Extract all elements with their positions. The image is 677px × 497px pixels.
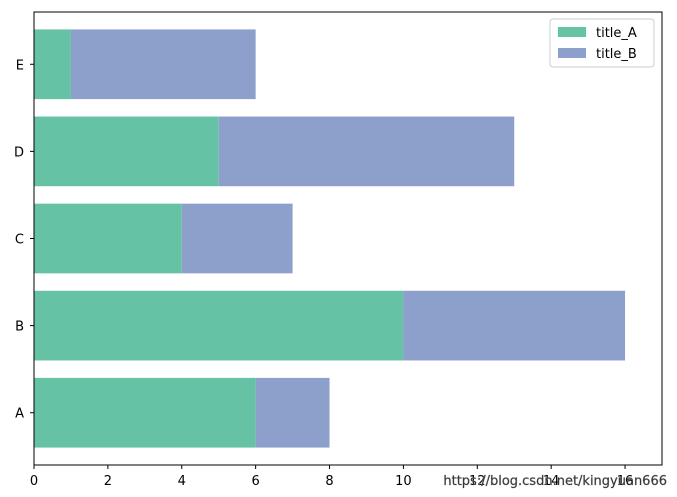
y-tick-label: B <box>15 320 24 335</box>
y-tick-label: A <box>15 407 24 422</box>
x-tick-label: 4 <box>178 474 186 489</box>
x-tick-label: 12 <box>469 474 486 489</box>
x-tick-label: 8 <box>325 474 333 489</box>
y-tick-label: C <box>15 233 24 248</box>
bar-C-title_A <box>34 203 182 274</box>
bar-B-title_B <box>403 290 626 361</box>
y-axis: A B C D E <box>14 58 34 422</box>
x-tick-label: 10 <box>395 474 412 489</box>
legend-swatch-title_A <box>558 27 586 37</box>
bars-layer <box>34 29 626 448</box>
bar-D-title_A <box>34 116 219 187</box>
x-tick-label: 2 <box>104 474 112 489</box>
bar-E-title_A <box>34 29 71 100</box>
bar-E-title_B <box>70 29 256 100</box>
legend-swatch-title_B <box>558 48 586 58</box>
x-tick-label: 16 <box>617 474 634 489</box>
y-tick-label: E <box>16 58 24 73</box>
bar-B-title_A <box>34 290 404 361</box>
legend-label-title_A: title_A <box>596 26 637 41</box>
legend: title_A title_B <box>549 18 655 68</box>
x-tick-label: 0 <box>30 474 38 489</box>
y-tick-label: D <box>14 145 24 160</box>
watermark: https://blog.csdn.net/kingyuan666 <box>443 474 667 489</box>
x-axis: 0 2 4 6 8 10 12 14 16 <box>30 465 633 489</box>
bar-A-title_B <box>255 377 330 448</box>
x-tick-label: 6 <box>252 474 260 489</box>
legend-label-title_B: title_B <box>596 47 637 62</box>
bar-C-title_B <box>181 203 293 274</box>
bar-A-title_A <box>34 377 256 448</box>
bar-D-title_B <box>218 116 515 187</box>
x-tick-label: 14 <box>543 474 560 489</box>
